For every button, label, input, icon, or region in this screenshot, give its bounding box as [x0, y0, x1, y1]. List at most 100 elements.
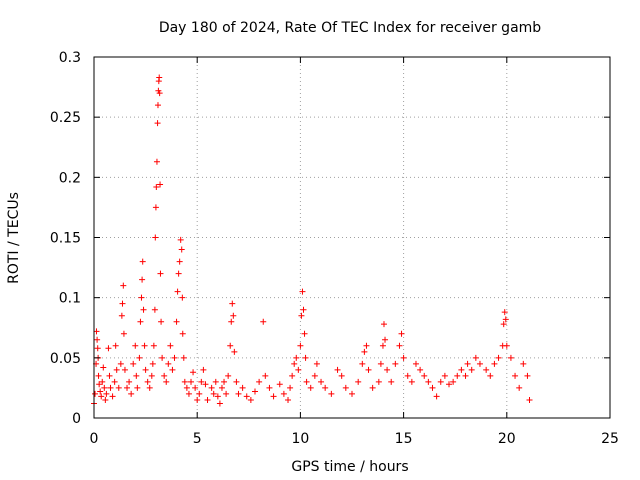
- data-point: [342, 384, 349, 391]
- data-point: [130, 360, 137, 367]
- data-point: [174, 288, 181, 295]
- x-tick-label: 20: [498, 431, 516, 447]
- data-point: [157, 181, 164, 188]
- data-point: [338, 372, 345, 379]
- data-point: [396, 342, 403, 349]
- data-point: [103, 390, 110, 397]
- data-point: [363, 342, 370, 349]
- data-point: [421, 372, 428, 379]
- data-point: [516, 384, 523, 391]
- data-point: [152, 204, 159, 211]
- data-point: [500, 321, 507, 328]
- data-point: [221, 378, 228, 385]
- data-point: [150, 342, 157, 349]
- data-point: [115, 384, 122, 391]
- data-point: [446, 381, 453, 388]
- data-point: [99, 378, 106, 385]
- data-point: [157, 270, 164, 277]
- data-point: [472, 354, 479, 361]
- data-point: [233, 378, 240, 385]
- x-tick-label: 15: [395, 431, 413, 447]
- data-point: [171, 354, 178, 361]
- data-point: [300, 306, 307, 313]
- data-point: [112, 342, 119, 349]
- data-point: [178, 246, 185, 253]
- grid: [94, 57, 610, 418]
- data-point: [194, 396, 201, 403]
- data-point: [355, 378, 362, 385]
- data-point: [375, 378, 382, 385]
- data-point: [105, 345, 112, 352]
- data-point: [148, 372, 155, 379]
- data-point: [132, 342, 139, 349]
- data-point: [212, 378, 219, 385]
- data-point: [468, 366, 475, 373]
- data-point: [119, 300, 126, 307]
- y-axis-label: ROTI / TECUs: [6, 192, 22, 284]
- x-tick-labels: 0 5 10 15 20 25: [90, 431, 619, 447]
- data-point: [311, 372, 318, 379]
- data-point: [425, 378, 432, 385]
- data-point: [260, 318, 267, 325]
- data-point: [173, 318, 180, 325]
- y-tick-labels: 0 0.05 0.1 0.15 0.2 0.25 0.3: [50, 50, 81, 427]
- data-point: [417, 366, 424, 373]
- data-point: [94, 345, 101, 352]
- data-point: [177, 236, 184, 243]
- data-point: [369, 384, 376, 391]
- data-point: [361, 348, 368, 355]
- data-point: [441, 372, 448, 379]
- data-point: [154, 120, 161, 127]
- data-point: [256, 378, 263, 385]
- data-point: [198, 378, 205, 385]
- y-tick-label: 0: [72, 411, 81, 427]
- data-point: [302, 354, 309, 361]
- data-point: [188, 378, 195, 385]
- x-tick-label: 5: [193, 431, 202, 447]
- data-point: [295, 366, 302, 373]
- data-point: [167, 342, 174, 349]
- data-point: [113, 366, 120, 373]
- data-point: [476, 360, 483, 367]
- data-point: [230, 312, 237, 319]
- data-point: [111, 378, 118, 385]
- y-tick-label: 0.25: [50, 110, 81, 126]
- data-point: [512, 372, 519, 379]
- data-point: [322, 384, 329, 391]
- data-point: [400, 354, 407, 361]
- data-point: [154, 102, 161, 109]
- data-point: [231, 348, 238, 355]
- data-point: [313, 360, 320, 367]
- data-point: [153, 183, 160, 190]
- data-point: [117, 360, 124, 367]
- data-point: [276, 381, 283, 388]
- data-point: [483, 366, 490, 373]
- data-point: [175, 270, 182, 277]
- data-point: [146, 384, 153, 391]
- data-point: [303, 378, 310, 385]
- data-point: [92, 390, 99, 397]
- data-point: [318, 378, 325, 385]
- data-point: [118, 312, 125, 319]
- data-point: [190, 369, 197, 376]
- data-point: [208, 384, 215, 391]
- data-point: [94, 336, 101, 343]
- data-point: [334, 366, 341, 373]
- data-point: [106, 372, 113, 379]
- data-point: [501, 309, 508, 316]
- data-point: [491, 360, 498, 367]
- data-point: [133, 372, 140, 379]
- data-point: [134, 384, 141, 391]
- data-point: [121, 366, 128, 373]
- data-point: [359, 360, 366, 367]
- data-point: [156, 74, 163, 81]
- data-point: [495, 354, 502, 361]
- data-point: [450, 378, 457, 385]
- data-point: [156, 90, 163, 97]
- data-point: [487, 372, 494, 379]
- data-point: [210, 390, 217, 397]
- data-point: [298, 312, 305, 319]
- data-point: [192, 384, 199, 391]
- chart-title: Day 180 of 2024, Rate Of TEC Index for r…: [159, 20, 541, 36]
- data-point: [223, 390, 230, 397]
